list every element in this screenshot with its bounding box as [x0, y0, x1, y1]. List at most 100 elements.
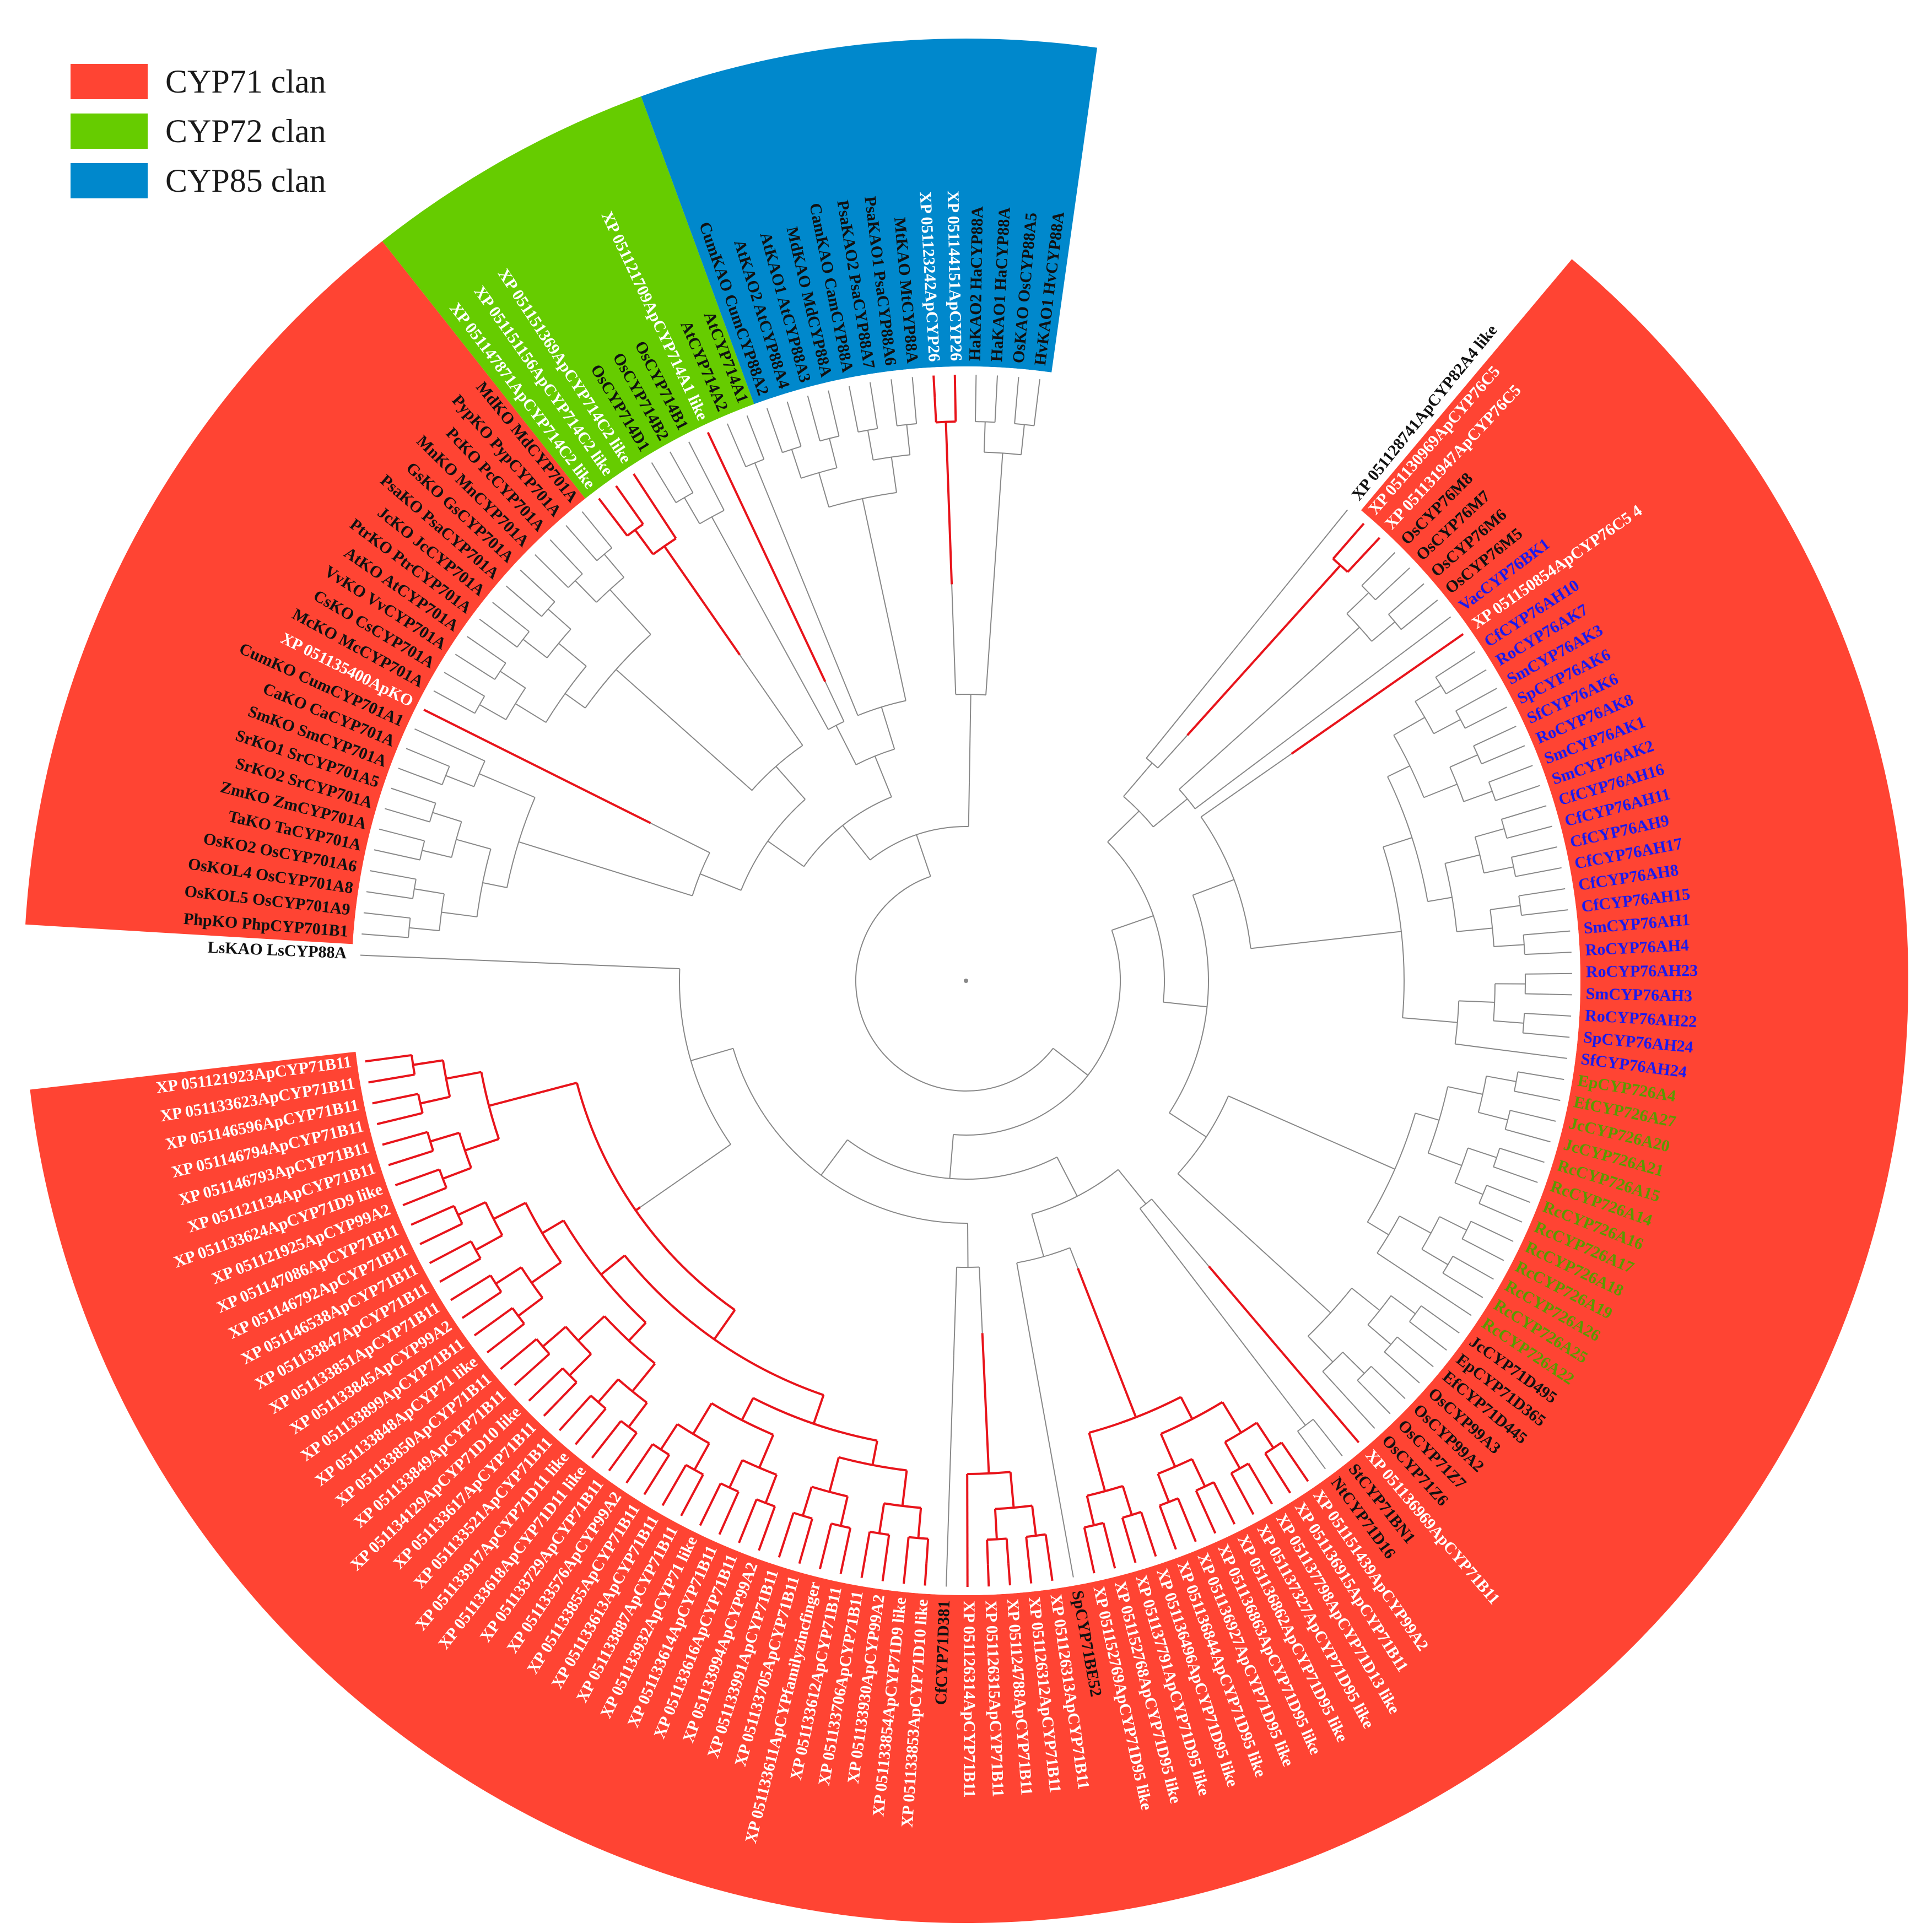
internal-branch — [914, 399, 918, 424]
tip-branch — [505, 585, 524, 601]
tip-branch — [1512, 765, 1533, 774]
internal-branch — [1375, 582, 1394, 601]
clade-arc — [476, 849, 492, 917]
internal-branch — [1475, 828, 1505, 838]
backbone-branch — [739, 654, 803, 746]
tip-branch — [778, 1536, 787, 1558]
backbone-branch — [1157, 735, 1188, 769]
tip-branch — [807, 395, 814, 418]
internal-branch — [658, 512, 677, 539]
internal-branch — [475, 1234, 503, 1251]
tip-branch — [1186, 1521, 1197, 1542]
internal-branch — [564, 693, 586, 709]
backbone-branch — [775, 766, 806, 800]
internal-branch — [1525, 993, 1550, 995]
clade-arc — [745, 458, 764, 467]
internal-branch — [906, 424, 911, 455]
backbone-branch — [953, 1267, 958, 1355]
tip-branch — [565, 525, 581, 543]
backbone-branch — [1139, 1208, 1207, 1297]
internal-branch — [480, 1290, 502, 1307]
internal-branch — [986, 1540, 989, 1565]
internal-branch — [565, 555, 583, 575]
tip-branch — [1389, 1382, 1406, 1400]
internal-branch — [391, 874, 417, 880]
clade-stem — [663, 546, 741, 656]
tip-branch — [395, 1176, 417, 1186]
internal-branch — [439, 1223, 463, 1236]
tip-branch — [891, 379, 895, 402]
internal-branch — [994, 397, 997, 423]
backbone-branch — [881, 706, 895, 749]
backbone-branch — [1169, 1112, 1207, 1138]
internal-branch — [728, 1460, 743, 1488]
internal-branch — [645, 492, 661, 514]
internal-branch — [774, 429, 783, 453]
internal-branch — [638, 1443, 654, 1466]
internal-branch — [1367, 1221, 1389, 1235]
backbone-branch — [874, 755, 892, 797]
tip-branch — [953, 375, 957, 397]
internal-branch — [974, 397, 976, 422]
internal-branch — [1462, 1238, 1485, 1251]
tip-branch — [1483, 1250, 1504, 1261]
internal-branch — [833, 412, 840, 436]
internal-branch — [1332, 539, 1351, 560]
clade-arc — [568, 573, 583, 588]
internal-branch — [1367, 1324, 1391, 1345]
tip-branch — [379, 828, 401, 835]
tip-branch — [1504, 745, 1525, 755]
internal-branch — [1157, 1473, 1170, 1503]
tip-branch — [1444, 633, 1464, 648]
internal-branch — [692, 1402, 713, 1435]
internal-branch — [542, 1082, 578, 1093]
tip-branch — [1312, 1451, 1326, 1470]
tip-branch — [1407, 583, 1424, 599]
backbone-branch — [824, 681, 845, 722]
tip-branch — [1348, 522, 1365, 541]
backbone-branch — [700, 873, 742, 891]
internal-branch — [693, 1443, 710, 1471]
internal-branch — [864, 1531, 871, 1557]
tip-branch — [881, 1559, 887, 1581]
internal-branch — [516, 1338, 537, 1356]
tip-branch — [1496, 726, 1517, 736]
internal-branch — [1507, 831, 1531, 839]
internal-branch — [400, 834, 425, 841]
internal-branch — [580, 541, 597, 561]
internal-branch — [456, 839, 491, 850]
internal-branch — [1478, 1203, 1502, 1214]
clade-arc — [441, 766, 450, 785]
internal-branch — [479, 704, 506, 720]
tip-branch — [581, 511, 597, 530]
internal-branch — [1493, 1020, 1524, 1024]
internal-branch — [530, 1353, 551, 1371]
tip-branch — [500, 1354, 519, 1370]
internal-branch — [1384, 1351, 1404, 1369]
internal-branch — [457, 1201, 486, 1216]
internal-branch — [482, 882, 508, 888]
internal-branch — [1396, 1336, 1417, 1353]
internal-branch — [785, 1512, 795, 1537]
clade-arc — [412, 879, 417, 899]
internal-branch — [1459, 1000, 1495, 1003]
internal-branch — [452, 701, 476, 714]
tip-branch — [1549, 952, 1572, 954]
tip-branch — [1420, 600, 1438, 614]
internal-branch — [398, 1112, 423, 1120]
tip-branch — [429, 1251, 450, 1265]
tip-branch — [615, 485, 630, 505]
backbone-branch — [916, 834, 931, 877]
internal-branch — [1455, 1043, 1491, 1049]
tip-branch — [1509, 1193, 1531, 1203]
clade-arc — [782, 446, 801, 453]
tip-branch — [1549, 1014, 1572, 1017]
internal-branch — [1009, 1472, 1015, 1508]
internal-branch — [852, 407, 859, 433]
tip-branch — [726, 423, 737, 445]
legend-swatch-cyp71 — [71, 64, 148, 99]
clan-bands — [25, 38, 1909, 1924]
backbone-branch — [686, 731, 753, 791]
clade-arc — [1393, 735, 1424, 798]
